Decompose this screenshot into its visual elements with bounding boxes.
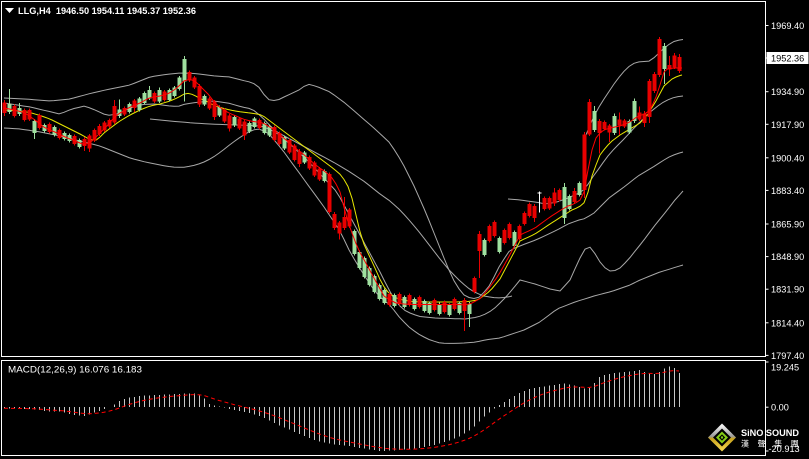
svg-text:1831.90: 1831.90 [771,285,804,295]
svg-text:漢聲集團: 漢聲集團 [741,439,807,449]
svg-text:0.00: 0.00 [771,403,789,413]
svg-text:1934.90: 1934.90 [771,87,804,97]
svg-text:1900.40: 1900.40 [771,153,804,163]
svg-text:-20.913: -20.913 [769,444,800,454]
svg-text:SiNO SOUND: SiNO SOUND [741,428,799,439]
svg-text:19.245: 19.245 [771,363,799,373]
svg-text:LLG,H4 1946.50 1954.11 1945.3: LLG,H4 1946.50 1954.11 1945.37 1952.36 [18,6,196,16]
svg-text:1814.40: 1814.40 [771,318,804,328]
svg-text:1969.40: 1969.40 [771,21,804,31]
svg-text:MACD(12,26,9) 16.076 16.183: MACD(12,26,9) 16.076 16.183 [8,365,142,375]
svg-text:1865.90: 1865.90 [771,220,804,230]
svg-text:1797.40: 1797.40 [771,351,804,361]
svg-text:1848.90: 1848.90 [771,252,804,262]
svg-text:1952.36: 1952.36 [771,54,804,64]
svg-text:1917.90: 1917.90 [771,120,804,130]
svg-text:1883.40: 1883.40 [771,186,804,196]
